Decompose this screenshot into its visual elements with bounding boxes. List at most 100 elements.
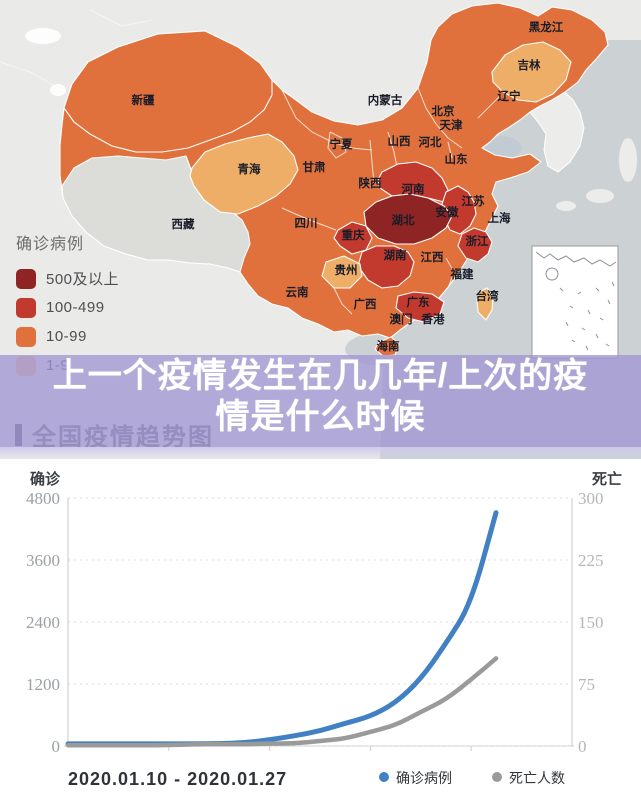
province-border [445, 257, 455, 289]
province-guizhou[interactable] [321, 255, 363, 289]
headline-line-2: 情是什么时候 [215, 398, 426, 436]
province-hubei[interactable] [363, 193, 453, 245]
province-label: 重庆 [342, 228, 365, 242]
left-axis-tick: 0 [52, 737, 61, 756]
china-map-section: 新疆 西藏 青海 甘肃 宁夏 内蒙古 黑龙江 吉林 辽宁 北京 天津 河北 山西 山东 陕西 河南 江苏 上海 安徽… [0, 0, 641, 460]
province-label: 贵州 [335, 263, 358, 277]
legend-swatch [16, 268, 36, 289]
province-label: 湖南 [384, 248, 407, 262]
province-border [477, 95, 501, 119]
province-guangdong[interactable] [395, 291, 445, 323]
left-axis-tick: 1200 [26, 675, 60, 694]
right-axis-tick: 225 [578, 551, 604, 570]
province-label: 陕西 [359, 176, 382, 190]
headline-banner-fade [0, 447, 641, 460]
province-label: 辽宁 [498, 89, 521, 103]
province-label: 四川 [295, 217, 318, 230]
province-xinjiang[interactable] [63, 30, 273, 153]
legend-entry-死亡人数[interactable]: 死亡人数 [509, 770, 565, 786]
province-label: 广东 [407, 295, 430, 309]
lake-shape [25, 28, 61, 44]
legend-label: 100-499 [46, 299, 105, 316]
left-axis-title: 确诊 [30, 470, 61, 488]
province-label: 山西 [388, 134, 411, 148]
province-jilin[interactable] [491, 41, 572, 103]
province-xizang[interactable] [61, 155, 251, 273]
japan-island [619, 138, 637, 182]
legend-dot-确诊病例[interactable] [379, 772, 389, 782]
province-border [281, 207, 337, 231]
series-line-死亡人数 [65, 656, 499, 748]
right-axis-title: 死亡 [592, 470, 622, 488]
province-border [281, 89, 373, 151]
legend-item: 500及以上 [16, 264, 119, 293]
chart-legend: 确诊病例 死亡人数 [379, 770, 565, 786]
province-label: 澳门 [390, 312, 413, 326]
province-label: 青海 [238, 162, 261, 176]
right-axis-tick: 75 [578, 675, 595, 694]
province-label: 海南 [377, 339, 400, 353]
province-label: 台湾 [476, 289, 499, 303]
map-legend-title: 确诊病例 [16, 236, 85, 253]
japan-island [556, 201, 576, 211]
province-label: 甘肃 [303, 160, 326, 174]
province-label: 黑龙江 [529, 20, 564, 34]
right-axis-tick: 300 [578, 489, 604, 508]
province-taiwan[interactable] [476, 287, 494, 321]
legend-swatch [16, 326, 36, 347]
province-label: 河南 [402, 182, 425, 196]
province-border [369, 139, 375, 185]
left-axis-tick: 3600 [26, 551, 60, 570]
trend-chart: 确诊 死亡 4800 300 3600 225 2400 150 1200 75 0 0 2020… [26, 470, 622, 789]
province-label: 湖北 [392, 213, 415, 227]
headline-line-1: 上一个疫情发生在几几年/上次的疫 [52, 357, 589, 395]
province-label: 宁夏 [330, 137, 353, 151]
province-label: 安徽 [436, 205, 459, 219]
province-label: 江苏 [462, 194, 485, 208]
inset-hainan [545, 267, 559, 281]
foreign-border [89, 9, 153, 27]
province-label: 天津 [440, 118, 463, 132]
province-border [447, 141, 453, 159]
legend-entry-确诊病例[interactable]: 确诊病例 [396, 770, 452, 786]
province-label: 福建 [450, 267, 474, 281]
legend-swatch [16, 297, 36, 318]
lake-shape [50, 84, 66, 96]
legend-item: 100-499 [16, 293, 119, 322]
province-hunan[interactable] [357, 245, 415, 289]
province-label: 广西 [354, 297, 377, 311]
legend-label: 500及以上 [46, 271, 120, 288]
province-label: 河北 [419, 135, 442, 149]
province-zhejiang[interactable] [457, 227, 493, 263]
right-axis-tick: 150 [578, 613, 604, 632]
province-label: 香港 [421, 312, 445, 326]
province-border [417, 87, 463, 149]
province-qinghai[interactable] [189, 133, 299, 215]
inset-islands [559, 281, 615, 351]
province-label: 西藏 [172, 217, 195, 231]
right-axis-tick: 0 [578, 737, 587, 756]
province-label: 内蒙古 [368, 93, 403, 107]
headline-text: 上一个疫情发生在几几年/上次的疫 情是什么时候 [0, 356, 641, 438]
province-label: 江西 [421, 250, 444, 264]
province-label: 山东 [445, 152, 468, 166]
series-line-确诊病例 [65, 510, 499, 747]
south-china-sea-inset [531, 245, 619, 359]
legend-item: 10-99 [16, 322, 119, 351]
province-label: 云南 [286, 285, 309, 299]
inset-coastline [535, 251, 617, 267]
province-label: 新疆 [132, 93, 155, 107]
province-border [333, 287, 353, 315]
foreign-border [0, 61, 56, 87]
headline-banner: 上一个疫情发生在几几年/上次的疫 情是什么时候 [0, 355, 641, 447]
left-axis-tick: 4800 [26, 489, 60, 508]
province-border [327, 131, 347, 159]
japan-island [586, 189, 614, 203]
left-axis-tick: 2400 [26, 613, 60, 632]
province-label: 上海 [488, 211, 511, 225]
trend-chart-section: 确诊 死亡 4800 300 3600 225 2400 150 1200 75 0 0 2020… [0, 459, 641, 794]
legend-dot-死亡人数[interactable] [492, 772, 502, 782]
